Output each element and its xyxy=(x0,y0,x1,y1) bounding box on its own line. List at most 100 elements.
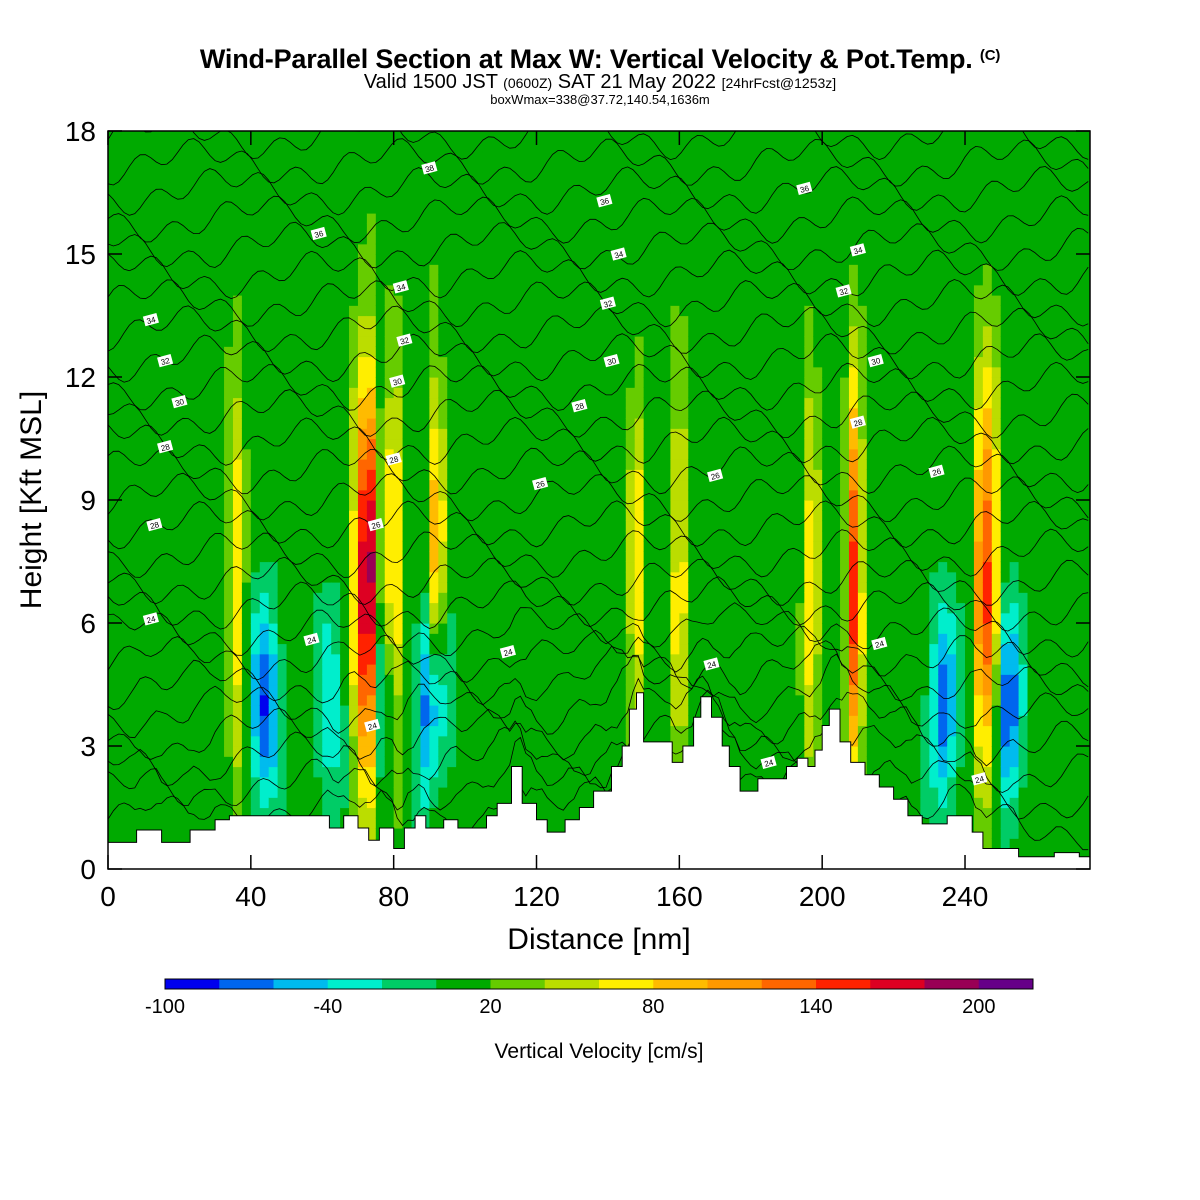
velocity-cell xyxy=(331,530,341,542)
velocity-cell xyxy=(215,561,225,573)
velocity-cell xyxy=(304,397,314,409)
velocity-cell xyxy=(215,172,225,183)
velocity-cell xyxy=(357,213,368,224)
velocity-cell xyxy=(206,582,216,593)
velocity-cell xyxy=(116,223,127,235)
velocity-cell xyxy=(429,243,439,255)
velocity-cell xyxy=(268,387,279,399)
velocity-cell xyxy=(518,366,529,378)
velocity-cell xyxy=(143,356,154,368)
velocity-cell xyxy=(340,592,350,604)
velocity-cell xyxy=(179,664,189,675)
velocity-cell xyxy=(554,438,564,450)
velocity-cell xyxy=(224,315,234,327)
velocity-cell xyxy=(500,223,511,235)
velocity-cell xyxy=(599,233,609,245)
velocity-cell xyxy=(349,746,359,757)
velocity-cell xyxy=(366,407,377,419)
velocity-cell xyxy=(250,161,261,173)
velocity-cell xyxy=(224,694,234,706)
velocity-cell xyxy=(340,161,350,173)
velocity-cell xyxy=(697,233,707,245)
velocity-cell xyxy=(625,510,636,522)
velocity-cell xyxy=(581,541,591,552)
velocity-cell xyxy=(643,489,654,501)
velocity-cell xyxy=(465,705,475,716)
velocity-cell xyxy=(384,192,395,204)
velocity-cell xyxy=(607,182,618,194)
velocity-cell xyxy=(331,674,341,686)
velocity-cell xyxy=(188,479,198,491)
velocity-cell xyxy=(170,787,181,798)
velocity-cell xyxy=(313,530,323,542)
velocity-cell xyxy=(384,223,395,235)
velocity-cell xyxy=(572,612,582,624)
velocity-cell xyxy=(625,520,636,532)
velocity-cell xyxy=(134,489,145,501)
velocity-cell xyxy=(384,274,395,286)
velocity-cell xyxy=(491,520,502,532)
velocity-cell xyxy=(572,315,582,327)
velocity-cell xyxy=(384,530,395,542)
velocity-cell xyxy=(491,592,502,604)
velocity-cell xyxy=(456,797,466,809)
velocity-cell xyxy=(447,315,457,327)
velocity-cell xyxy=(340,295,350,306)
velocity-cell xyxy=(554,674,564,686)
velocity-cell xyxy=(161,664,172,675)
velocity-cell xyxy=(384,407,395,419)
velocity-cell xyxy=(456,448,466,460)
velocity-cell xyxy=(500,295,511,306)
velocity-cell xyxy=(259,295,270,306)
velocity-cell xyxy=(652,223,663,235)
velocity-cell xyxy=(456,459,466,470)
velocity-cell xyxy=(607,192,618,204)
velocity-cell xyxy=(241,766,252,778)
velocity-cell xyxy=(491,756,502,768)
velocity-cell xyxy=(474,674,484,686)
velocity-cell xyxy=(143,602,154,614)
velocity-cell xyxy=(438,448,448,460)
velocity-cell xyxy=(670,561,680,573)
velocity-cell xyxy=(250,623,261,634)
velocity-cell xyxy=(116,582,127,593)
velocity-cell xyxy=(259,643,270,655)
velocity-cell xyxy=(179,459,189,470)
velocity-cell xyxy=(366,428,377,440)
velocity-cell xyxy=(482,582,493,593)
velocity-cell xyxy=(250,694,261,706)
velocity-cell xyxy=(652,582,663,593)
velocity-cell xyxy=(143,284,154,296)
velocity-cell xyxy=(402,387,413,399)
velocity-cell xyxy=(161,377,172,388)
velocity-cell xyxy=(670,541,680,552)
velocity-cell xyxy=(331,776,341,788)
velocity-cell xyxy=(125,264,136,276)
velocity-cell xyxy=(277,295,288,306)
velocity-cell xyxy=(152,684,163,696)
velocity-cell xyxy=(474,694,484,706)
velocity-cell xyxy=(197,500,207,511)
velocity-cell xyxy=(331,315,341,327)
velocity-cell xyxy=(643,694,654,706)
velocity-cell xyxy=(241,674,252,686)
velocity-cell xyxy=(536,336,547,347)
velocity-cell xyxy=(125,172,136,183)
velocity-cell xyxy=(518,694,529,706)
velocity-cell xyxy=(331,182,341,194)
velocity-cell xyxy=(322,141,332,153)
velocity-cell xyxy=(652,131,663,142)
velocity-cell xyxy=(652,161,663,173)
velocity-cell xyxy=(581,192,591,204)
velocity-cell xyxy=(188,623,198,634)
velocity-cell xyxy=(697,623,707,634)
velocity-cell xyxy=(688,735,698,747)
velocity-cell xyxy=(554,141,564,153)
velocity-cell xyxy=(465,438,475,450)
velocity-cell xyxy=(563,202,573,214)
velocity-cell xyxy=(197,233,207,245)
velocity-cell xyxy=(715,377,725,388)
velocity-cell xyxy=(688,213,698,224)
velocity-cell xyxy=(482,561,493,573)
velocity-cell xyxy=(375,161,386,173)
